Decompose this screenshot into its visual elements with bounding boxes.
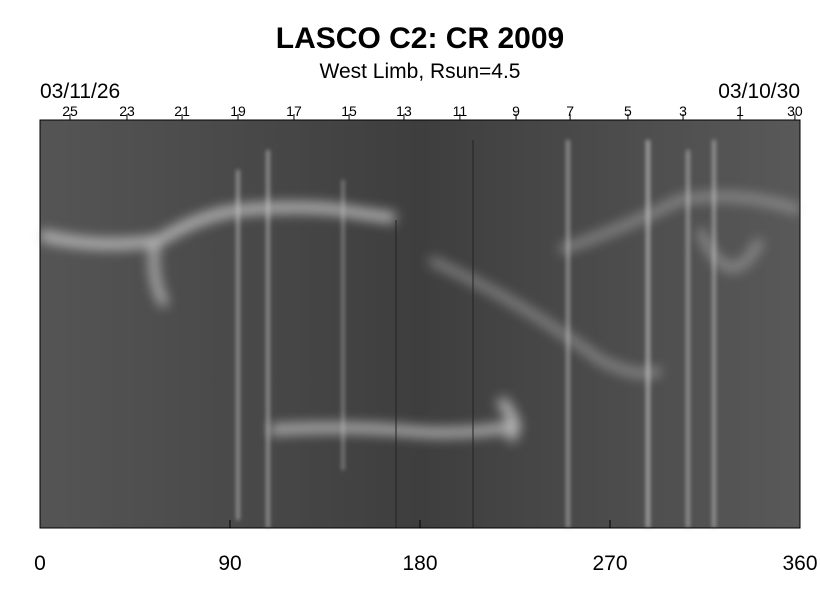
top-start-label: 03/11/26 <box>40 80 120 103</box>
top-tick-label: 17 <box>286 103 302 119</box>
top-tick-label: 23 <box>119 103 135 119</box>
top-tick-label: 9 <box>512 103 520 119</box>
top-tick-label: 11 <box>453 103 468 119</box>
top-end-label: 03/10/30 <box>718 80 800 103</box>
image-streaks <box>236 140 716 528</box>
x-tick-label: 360 <box>782 552 817 575</box>
top-tick-label: 1 <box>736 103 744 119</box>
top-tick-label: 15 <box>341 103 357 119</box>
image <box>38 120 802 528</box>
x-tick-label: 90 <box>218 552 241 575</box>
top-tick-label: 7 <box>566 103 574 119</box>
top-tick-label: 19 <box>230 103 246 119</box>
top-tick-label: 5 <box>624 103 632 119</box>
x-tick-label: 0 <box>34 552 46 575</box>
top-tick-label: 3 <box>679 103 687 119</box>
top-tick-label: 13 <box>396 103 412 119</box>
top-tick-label: 30 <box>787 103 803 119</box>
image-background <box>40 120 800 528</box>
x-tick-label: 180 <box>402 552 437 575</box>
chart-subtitle: West Limb, Rsun=4.5 <box>320 60 521 83</box>
top-tick-label: 25 <box>62 103 78 119</box>
x-tick-label: 270 <box>592 552 627 575</box>
image-dark-streaks <box>395 140 474 528</box>
chart-title: LASCO C2: CR 2009 <box>276 22 564 55</box>
top-tick-label: 21 <box>174 103 190 119</box>
